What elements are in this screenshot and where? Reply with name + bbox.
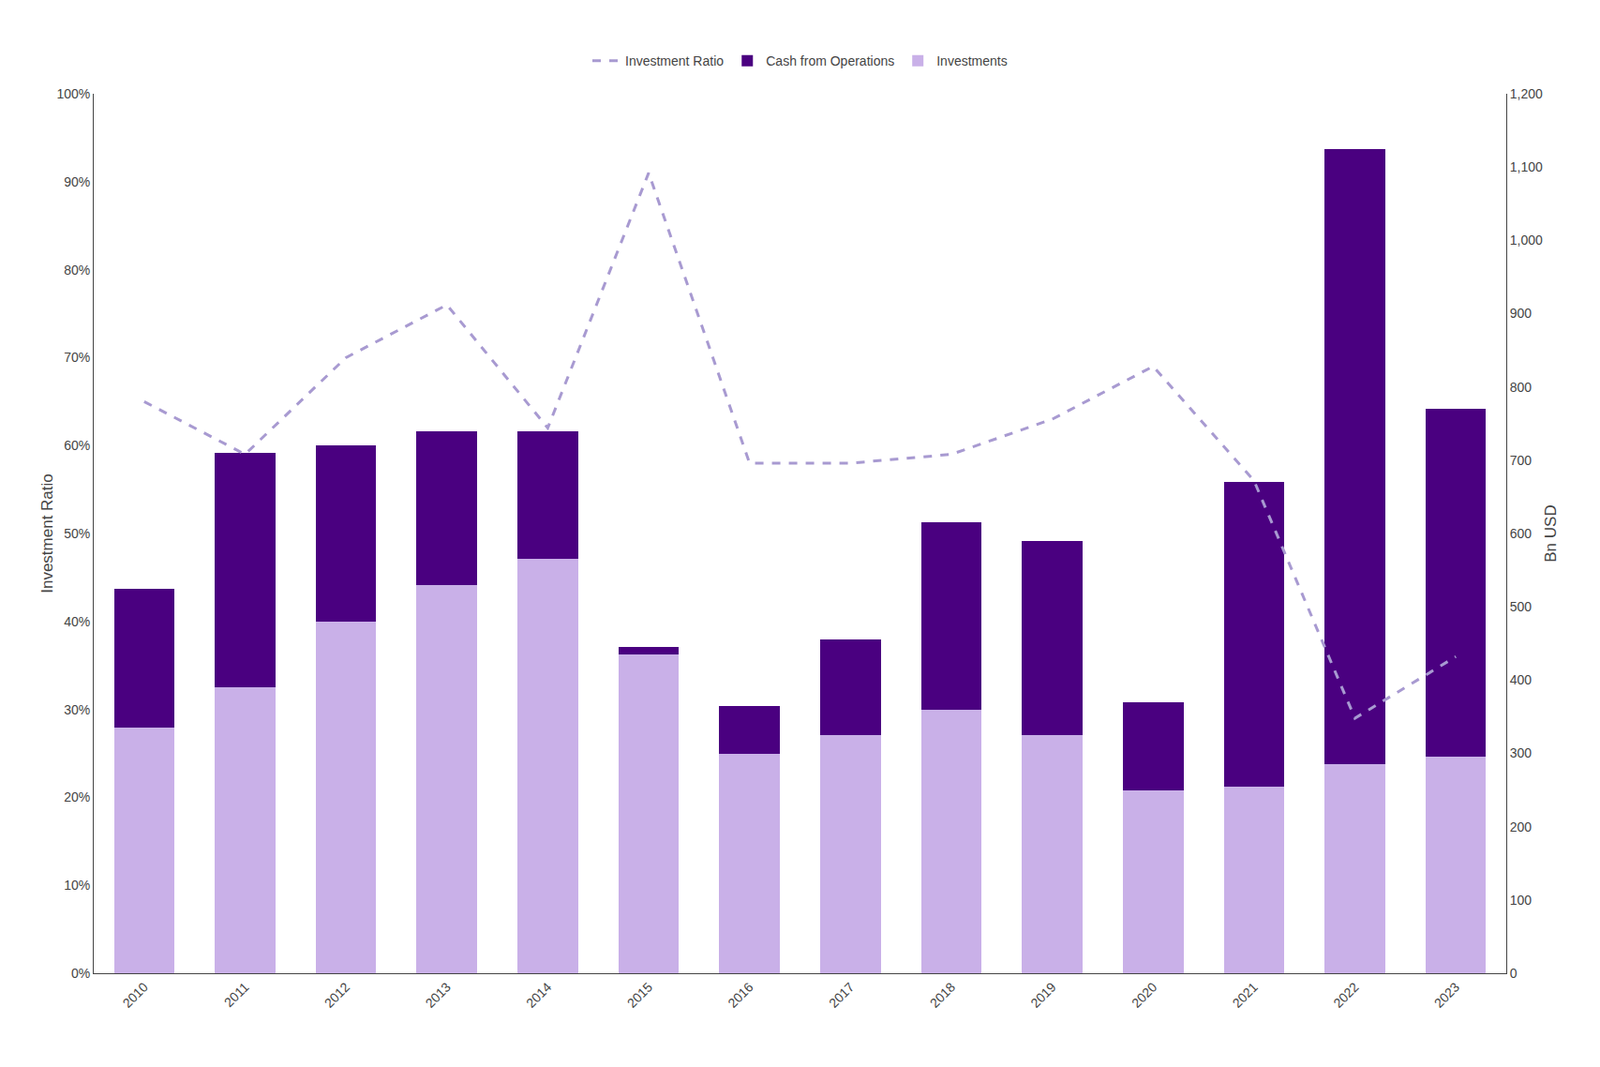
svg-text:2011: 2011 [221, 978, 253, 1010]
svg-text:2021: 2021 [1229, 978, 1261, 1010]
svg-text:2019: 2019 [1027, 978, 1059, 1010]
svg-text:300: 300 [1510, 745, 1533, 761]
svg-text:Bn USD: Bn USD [1541, 504, 1560, 562]
svg-text:Investment Ratio: Investment Ratio [38, 473, 57, 594]
svg-text:2010: 2010 [119, 978, 151, 1010]
svg-text:0: 0 [1510, 965, 1518, 981]
svg-text:900: 900 [1510, 305, 1533, 321]
svg-text:60%: 60% [63, 437, 90, 453]
svg-text:70%: 70% [63, 349, 90, 365]
svg-text:100%: 100% [56, 86, 90, 102]
svg-text:90%: 90% [63, 174, 90, 190]
svg-text:1,200: 1,200 [1510, 86, 1543, 102]
svg-text:2020: 2020 [1128, 978, 1160, 1010]
svg-text:800: 800 [1510, 379, 1533, 395]
svg-text:2018: 2018 [927, 978, 958, 1010]
svg-text:600: 600 [1510, 525, 1533, 541]
svg-text:2022: 2022 [1330, 978, 1361, 1010]
svg-text:500: 500 [1510, 598, 1533, 614]
svg-text:Investments: Investments [936, 53, 1007, 69]
svg-text:2015: 2015 [624, 978, 656, 1010]
svg-text:400: 400 [1510, 672, 1533, 688]
svg-text:20%: 20% [63, 789, 90, 805]
svg-text:100: 100 [1510, 892, 1533, 908]
svg-text:Investment Ratio: Investment Ratio [625, 53, 724, 69]
svg-text:2016: 2016 [724, 978, 756, 1010]
svg-text:2012: 2012 [321, 978, 353, 1010]
svg-text:2014: 2014 [523, 978, 554, 1010]
svg-text:2013: 2013 [421, 978, 453, 1010]
svg-text:40%: 40% [63, 613, 90, 629]
svg-text:200: 200 [1510, 819, 1533, 835]
svg-text:50%: 50% [63, 525, 90, 541]
svg-text:1,000: 1,000 [1510, 232, 1543, 248]
svg-text:2017: 2017 [825, 978, 857, 1010]
svg-text:Cash from Operations: Cash from Operations [765, 53, 895, 69]
svg-text:2023: 2023 [1431, 978, 1463, 1010]
svg-text:0%: 0% [71, 965, 90, 981]
svg-text:10%: 10% [63, 877, 90, 893]
svg-text:700: 700 [1510, 452, 1533, 468]
svg-text:80%: 80% [63, 262, 90, 278]
svg-text:1,100: 1,100 [1510, 159, 1543, 175]
svg-text:30%: 30% [63, 702, 90, 718]
